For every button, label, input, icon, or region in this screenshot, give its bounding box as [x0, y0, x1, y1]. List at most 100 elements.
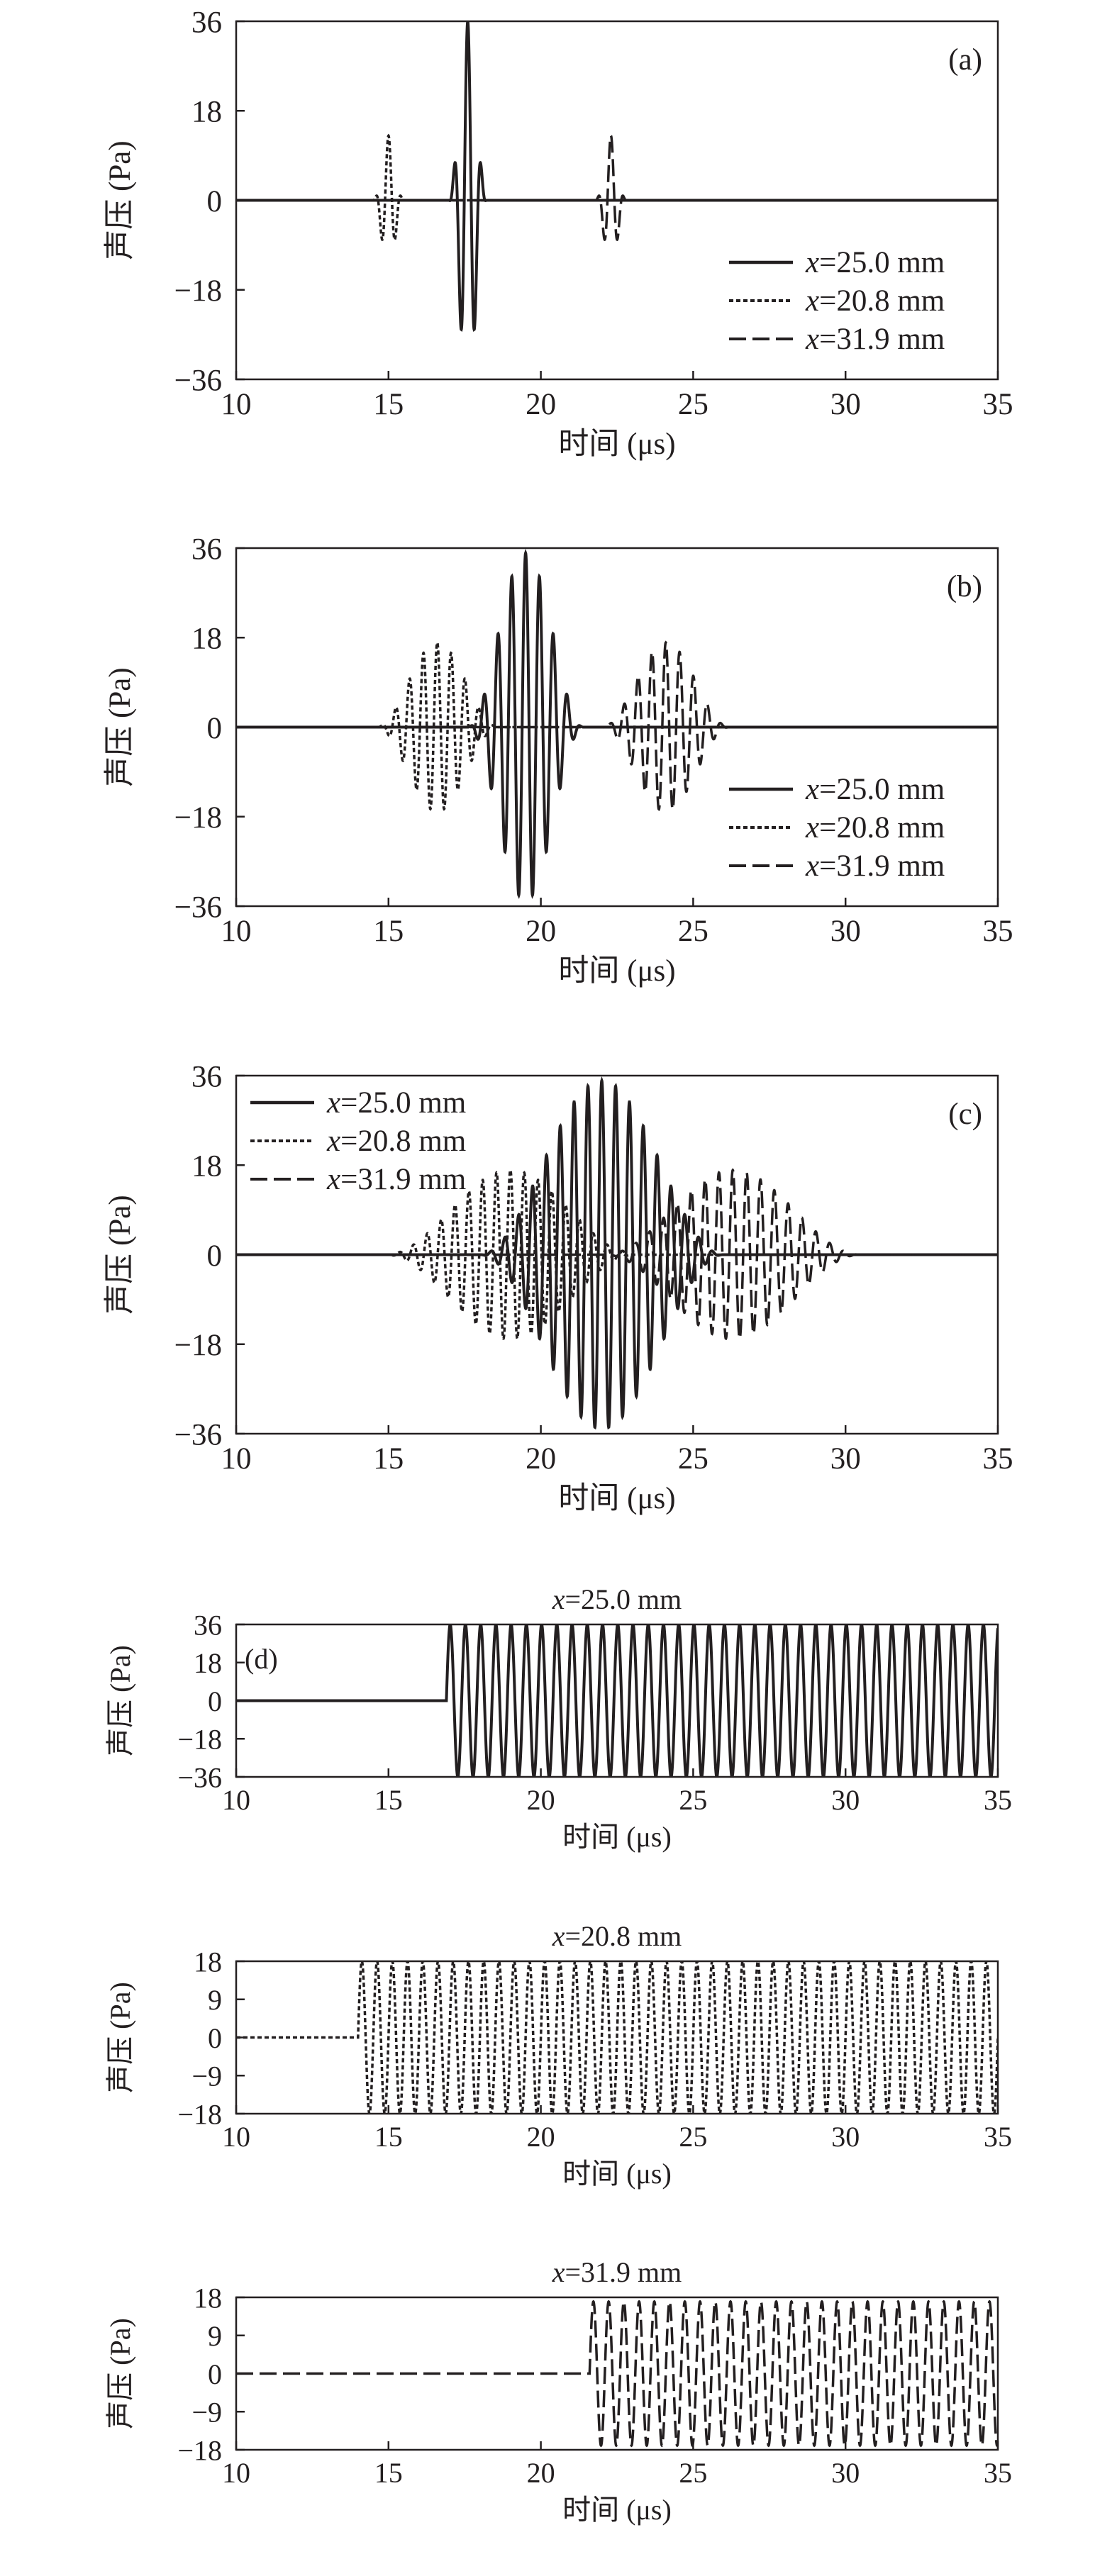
x-tick-label: 20 — [527, 2457, 555, 2489]
panel-title: x=20.8 mm — [552, 1920, 682, 1952]
legend-entry: x=25.0 mm — [326, 1086, 466, 1120]
series-line-dashed — [236, 2299, 998, 2448]
y-tick-label: 18 — [191, 623, 222, 656]
x-axis-title: 时间 (μs) — [558, 1482, 675, 1515]
y-tick-label: −18 — [174, 1329, 222, 1362]
x-tick-label: 10 — [221, 388, 252, 421]
x-tick-label: 35 — [983, 915, 1013, 948]
x-tick-label: 35 — [984, 1784, 1012, 1816]
legend-entry: x=25.0 mm — [805, 246, 945, 279]
x-tick-label: 25 — [678, 388, 708, 421]
x-tick-label: 30 — [831, 2121, 860, 2153]
y-tick-label: −18 — [174, 274, 222, 308]
legend-entry: x=25.0 mm — [805, 773, 945, 806]
x-tick-label: 20 — [527, 2121, 555, 2153]
y-tick-label: 36 — [194, 1609, 222, 1641]
x-tick-label: 15 — [374, 1784, 403, 1816]
x-tick-label: 20 — [526, 388, 556, 421]
x-tick-label: 30 — [830, 915, 861, 948]
y-tick-label: −36 — [174, 1418, 222, 1451]
x-tick-label: 10 — [221, 1442, 252, 1476]
chart-panel-4: 10 15 20 25 30 35 36 18 0 −18 −36 时间 (μs) 声压 (Pa) (d)… — [104, 1583, 1012, 1853]
y-tick-label: −18 — [174, 801, 222, 835]
panel-label: (b) — [947, 570, 982, 603]
x-axis-title: 时间 (μs) — [558, 954, 675, 988]
y-tick-label: −9 — [191, 2061, 222, 2092]
y-axis-title: 声压 (Pa) — [104, 1645, 136, 1756]
chart-panel-2: 10 15 20 25 30 35 36 18 0 −18 −36 时间 (μs) 声压 (Pa) (b)… — [104, 533, 1013, 987]
y-tick-label: −36 — [174, 364, 222, 397]
y-axis-title: 声压 (Pa) — [104, 140, 137, 260]
x-tick-label: 30 — [830, 388, 861, 421]
x-tick-label: 10 — [222, 2457, 250, 2489]
x-tick-label: 35 — [983, 388, 1013, 421]
x-tick-label: 15 — [373, 1442, 404, 1476]
series-line-dotted — [236, 640, 998, 811]
y-tick-label: 9 — [208, 2320, 222, 2352]
x-tick-label: 30 — [830, 1442, 861, 1476]
series-line-dashed — [236, 133, 998, 242]
y-tick-label: 18 — [191, 96, 222, 129]
x-tick-label: 30 — [831, 1784, 860, 1816]
x-tick-label: 15 — [374, 2121, 403, 2153]
panel-title: x=25.0 mm — [552, 1583, 682, 1615]
x-tick-label: 30 — [831, 2457, 860, 2489]
x-tick-label: 35 — [984, 2121, 1012, 2153]
x-tick-label: 25 — [679, 2457, 707, 2489]
y-axis-title: 声压 (Pa) — [104, 1982, 136, 2093]
legend-entry: x=31.9 mm — [805, 849, 945, 883]
y-tick-label: 18 — [194, 1946, 222, 1978]
series-line-dotted — [236, 133, 998, 242]
chart-panel-1: 10 15 20 25 30 35 36 18 0 −18 −36 时间 (μs) 声压 (Pa) (a)… — [104, 6, 1013, 460]
y-tick-label: −18 — [177, 2434, 222, 2466]
y-tick-label: 18 — [194, 2282, 222, 2314]
y-tick-label: 0 — [208, 2358, 222, 2390]
y-axis-title: 声压 (Pa) — [104, 2318, 136, 2429]
x-tick-label: 15 — [373, 915, 404, 948]
legend-entry: x=31.9 mm — [326, 1163, 466, 1196]
chart-panel-6: 10 15 20 25 30 35 18 9 0 −9 −18 时间 (μs) 声压 (Pa) x=31.… — [104, 2256, 1012, 2526]
x-axis-title: 时间 (μs) — [558, 428, 675, 461]
panel-title: x=31.9 mm — [552, 2256, 682, 2288]
x-tick-label: 20 — [526, 915, 556, 948]
y-tick-label: 0 — [208, 2022, 222, 2054]
chart-panel-3: 10 15 20 25 30 35 36 18 0 −18 −36 时间 (μs) 声压 (Pa) (c)… — [104, 1060, 1013, 1515]
panel-label: (c) — [948, 1098, 982, 1131]
legend: x=25.0 mm x=20.8 mm x=31.9 mm — [250, 1086, 466, 1196]
y-tick-label: 0 — [207, 1239, 223, 1273]
y-tick-label: −18 — [177, 2098, 222, 2130]
x-tick-label: 15 — [373, 388, 404, 421]
series-line-dotted — [236, 1961, 998, 2114]
y-tick-label: 18 — [191, 1150, 222, 1183]
x-tick-label: 25 — [679, 1784, 707, 1816]
legend-entry: x=20.8 mm — [805, 811, 945, 844]
y-axis-title: 声压 (Pa) — [104, 1195, 137, 1314]
x-tick-label: 25 — [678, 1442, 708, 1476]
x-axis-title: 时间 (μs) — [562, 2494, 672, 2526]
y-tick-label: 18 — [194, 1647, 222, 1679]
x-axis-title: 时间 (μs) — [562, 1821, 672, 1853]
x-tick-label: 10 — [222, 1784, 250, 1816]
y-tick-label: −36 — [177, 1761, 222, 1793]
y-tick-label: 36 — [191, 533, 222, 566]
x-tick-label: 15 — [374, 2457, 403, 2489]
legend: x=25.0 mm x=20.8 mm x=31.9 mm — [729, 246, 945, 356]
x-tick-label: 10 — [222, 2121, 250, 2153]
y-tick-label: −18 — [177, 1724, 222, 1756]
legend-entry: x=31.9 mm — [805, 323, 945, 356]
series-line-dashed — [236, 640, 998, 812]
y-tick-label: 0 — [208, 1685, 222, 1717]
series-line-solid — [236, 1624, 998, 1777]
x-tick-label: 35 — [983, 1442, 1013, 1476]
series-line-dashed — [236, 1168, 998, 1341]
x-tick-label: 25 — [679, 2121, 707, 2153]
x-tick-label: 25 — [678, 915, 708, 948]
x-axis-title: 时间 (μs) — [562, 2158, 672, 2190]
legend-entry: x=20.8 mm — [805, 284, 945, 318]
y-tick-label: 36 — [191, 1060, 222, 1093]
y-tick-label: 36 — [191, 6, 222, 39]
series-line-solid — [236, 21, 998, 333]
x-tick-label: 20 — [527, 1784, 555, 1816]
x-tick-label: 10 — [221, 915, 252, 948]
